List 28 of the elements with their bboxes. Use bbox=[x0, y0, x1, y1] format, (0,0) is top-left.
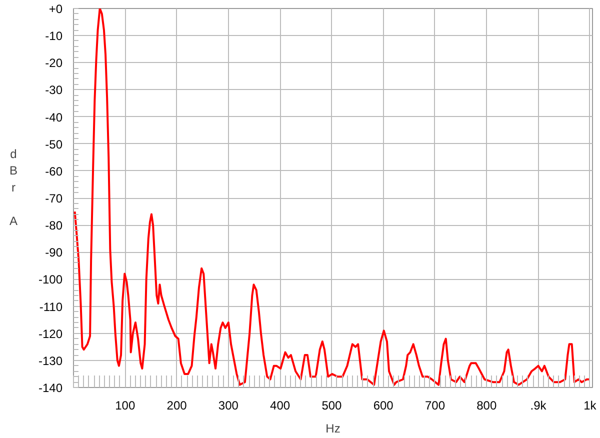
x-tick-label: 100 bbox=[115, 398, 136, 412]
x-tick-label: .9k bbox=[530, 398, 548, 412]
y-tick-label: -130 bbox=[38, 354, 63, 368]
y-tick-label: -50 bbox=[45, 137, 63, 152]
y-tick-label: -110 bbox=[39, 300, 63, 314]
x-tick-label: 400 bbox=[270, 398, 290, 412]
y-tick-label: -70 bbox=[45, 192, 63, 206]
y-tick-label: -100 bbox=[38, 272, 63, 287]
x-axis-title: Hz bbox=[326, 422, 340, 436]
y-tick-label: -40 bbox=[45, 110, 63, 124]
y-tick-label: -60 bbox=[45, 164, 63, 178]
x-tick-label: 200 bbox=[166, 398, 188, 412]
x-tick-label: 300 bbox=[218, 398, 239, 412]
x-tick-label: 1k bbox=[584, 398, 598, 412]
x-tick-label: 700 bbox=[424, 398, 446, 412]
x-tick-label: 500 bbox=[322, 398, 342, 412]
x-tick-label: 800 bbox=[476, 398, 497, 412]
y-tick-label: -80 bbox=[45, 218, 63, 233]
y-tick-label: -120 bbox=[38, 326, 63, 341]
y-tick-label: -10 bbox=[45, 29, 63, 44]
y-tick-label: -30 bbox=[45, 83, 63, 98]
y-tick-label: -90 bbox=[45, 246, 63, 260]
y-tick-label: -140 bbox=[38, 381, 63, 395]
y-tick-label: +0 bbox=[48, 2, 63, 16]
text: dBr A bbox=[10, 146, 18, 228]
line-series bbox=[74, 8, 591, 386]
y-tick-label: -20 bbox=[45, 56, 63, 70]
x-tick-label: 600 bbox=[373, 398, 394, 412]
